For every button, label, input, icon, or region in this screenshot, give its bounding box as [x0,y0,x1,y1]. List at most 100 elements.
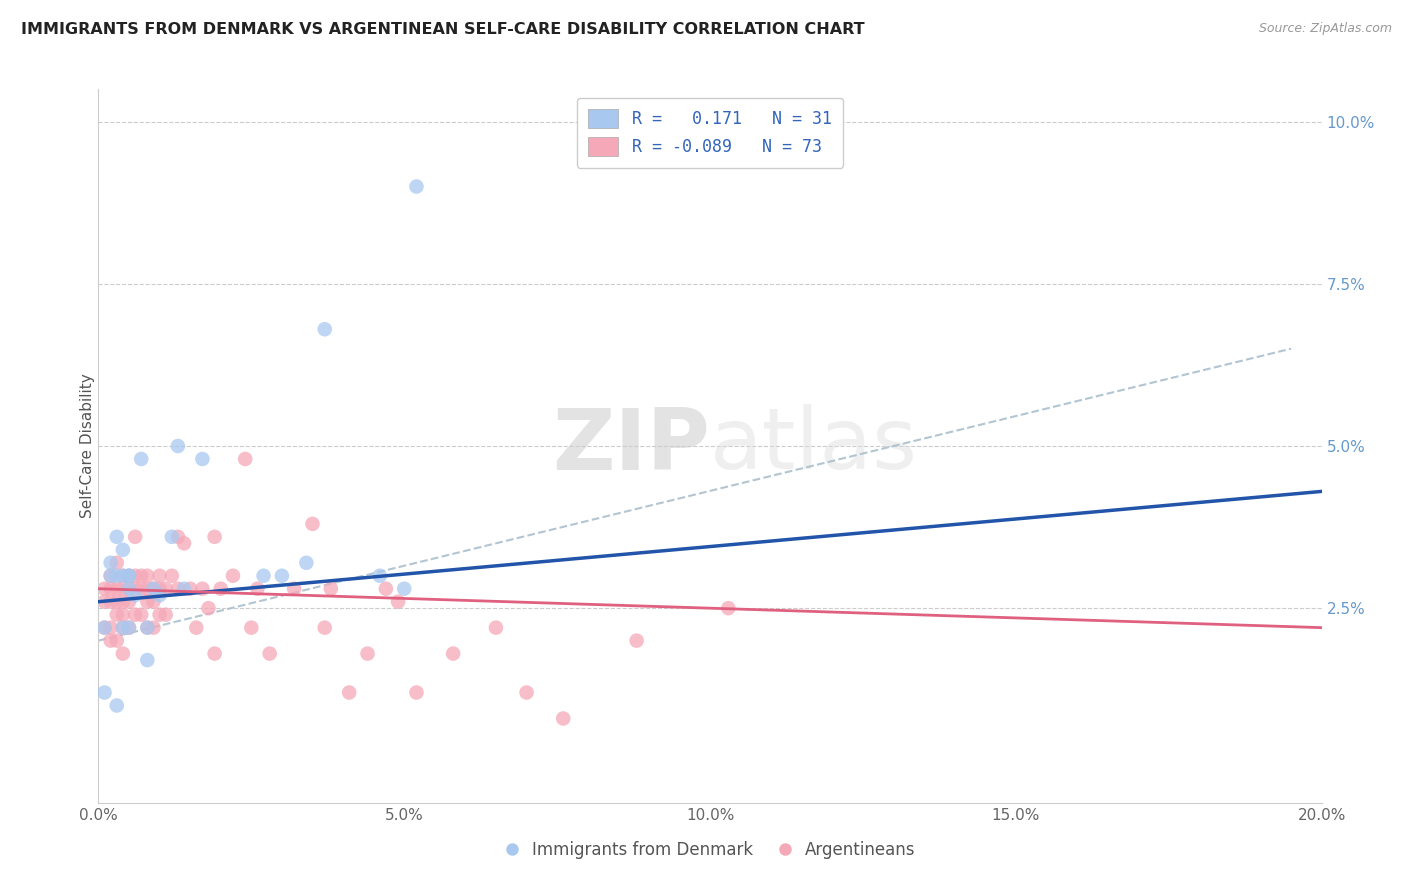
Point [118,568,141,582]
Point [129,607,152,622]
Point [283,582,305,596]
Point [105,582,128,596]
Point [136,621,159,635]
Point [111,595,134,609]
Point [118,568,141,582]
Point [111,568,134,582]
Point [160,568,183,582]
Point [105,530,128,544]
Point [368,568,391,582]
Point [100,582,122,596]
Point [167,582,190,596]
Point [167,439,190,453]
Point [167,530,190,544]
Point [105,607,128,622]
Point [105,568,128,582]
Legend: Immigrants from Denmark, Argentineans: Immigrants from Denmark, Argentineans [498,835,922,866]
Point [100,595,122,609]
Point [337,685,360,699]
Point [118,582,141,596]
Text: IMMIGRANTS FROM DENMARK VS ARGENTINEAN SELF-CARE DISABILITY CORRELATION CHART: IMMIGRANTS FROM DENMARK VS ARGENTINEAN S… [21,22,865,37]
Point [118,568,141,582]
Point [111,607,134,622]
Point [93,621,115,635]
Point [197,601,219,615]
Point [118,621,141,635]
Point [93,685,115,699]
Point [136,568,159,582]
Point [319,582,342,596]
Point [356,647,378,661]
Text: Source: ZipAtlas.com: Source: ZipAtlas.com [1258,22,1392,36]
Point [111,647,134,661]
Point [111,621,134,635]
Point [105,633,128,648]
Point [93,582,115,596]
Point [553,711,575,725]
Point [155,607,177,622]
Point [136,582,159,596]
Point [111,621,134,635]
Point [105,698,128,713]
Point [209,582,232,596]
Point [173,536,195,550]
Point [149,607,172,622]
Point [136,595,159,609]
Point [240,621,263,635]
Point [441,647,464,661]
Point [100,556,122,570]
Point [204,647,226,661]
Point [179,582,201,596]
Point [186,621,208,635]
Point [111,582,134,596]
Point [136,621,159,635]
Point [485,621,508,635]
Point [149,588,172,602]
Point [142,582,165,596]
Point [129,452,152,467]
Point [233,452,256,467]
Point [314,322,336,336]
Point [246,582,269,596]
Point [129,582,152,596]
Point [191,582,214,596]
Point [191,452,214,467]
Point [105,556,128,570]
Point [252,568,274,582]
Point [93,595,115,609]
Point [93,621,115,635]
Point [204,530,226,544]
Point [129,568,152,582]
Point [100,568,122,582]
Point [387,595,409,609]
Point [222,568,245,582]
Point [100,621,122,635]
Point [124,588,146,602]
Point [160,530,183,544]
Point [124,607,146,622]
Point [136,653,159,667]
Point [270,568,292,582]
Point [105,595,128,609]
Point [142,621,165,635]
Point [142,595,165,609]
Point [118,582,141,596]
Point [314,621,336,635]
Point [374,582,396,596]
Point [149,568,172,582]
Point [111,568,134,582]
Point [516,685,538,699]
Point [405,179,427,194]
Point [149,582,172,596]
Point [717,601,740,615]
Point [155,582,177,596]
Point [118,621,141,635]
Point [259,647,281,661]
Point [392,582,416,596]
Point [124,568,146,582]
Point [295,556,318,570]
Point [301,516,323,531]
Point [124,530,146,544]
Point [111,542,134,557]
Point [124,582,146,596]
